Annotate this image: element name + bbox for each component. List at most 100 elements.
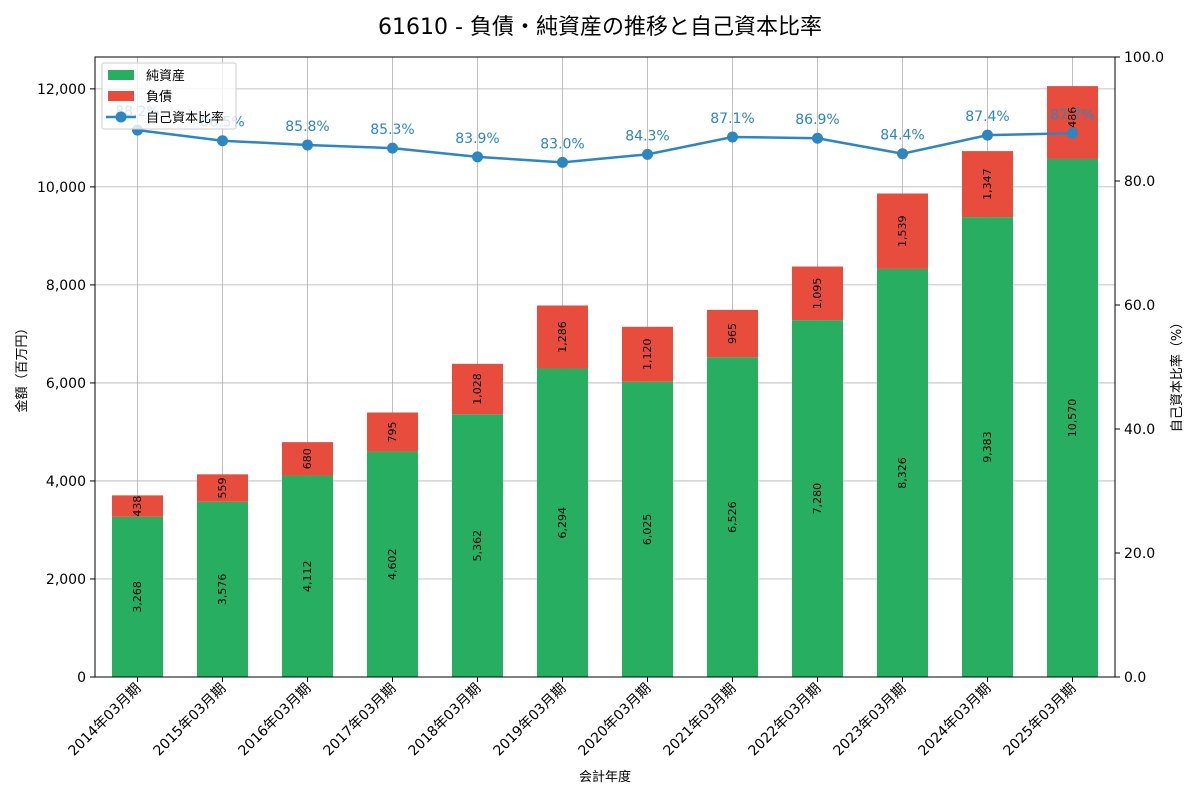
equity-ratio-label: 87.7% xyxy=(1050,107,1094,123)
y2-axis-label: 自己資本比率（%） xyxy=(1169,316,1185,432)
equity-ratio-point xyxy=(642,148,653,160)
bar-liabilities xyxy=(452,363,503,415)
equity-ratio-label: 85.3% xyxy=(370,122,414,138)
equity-ratio-label: 83.9% xyxy=(455,131,499,147)
bar-label-net-assets: 4,112 xyxy=(301,560,314,592)
bar-label-net-assets: 7,280 xyxy=(811,483,824,514)
bar-label-net-assets: 4,602 xyxy=(386,548,399,580)
bar-label-liabilities: 680 xyxy=(301,448,314,469)
bar-liabilities xyxy=(792,266,843,321)
x-tick-label: 2025年03月期 xyxy=(1001,681,1080,760)
bar-net-assets xyxy=(1047,158,1098,678)
bar-liabilities xyxy=(962,151,1013,218)
chart-title: 61610 - 負債・純資産の推移と自己資本比率 xyxy=(378,15,822,40)
bar-label-liabilities: 795 xyxy=(386,421,399,442)
x-tick-label: 2016年03月期 xyxy=(236,681,315,760)
equity-ratio-label: 87.1% xyxy=(710,111,754,127)
bar-net-assets xyxy=(962,217,1013,677)
equity-ratio-label: 84.4% xyxy=(880,128,924,144)
equity-ratio-line xyxy=(137,128,1073,164)
equity-ratio-label: 83.0% xyxy=(540,136,584,152)
bar-liabilities xyxy=(197,474,248,502)
y-tick-label: 2,000 xyxy=(46,572,86,588)
legend-swatch-net-assets xyxy=(108,70,134,80)
equity-ratio-point xyxy=(302,139,313,151)
y2-tick-label: 0.0 xyxy=(1124,670,1146,686)
y-tick-label: 10,000 xyxy=(37,180,86,196)
bar-label-net-assets: 3,576 xyxy=(216,574,229,606)
equity-ratio-label: 86.9% xyxy=(795,112,839,128)
equity-ratio-point xyxy=(217,135,228,147)
y2-tick-label: 40.0 xyxy=(1124,422,1155,438)
equity-ratio-label: 85.8% xyxy=(285,119,329,135)
y-tick-label: 6,000 xyxy=(46,376,86,392)
legend-swatch-liabilities xyxy=(108,91,134,101)
equity-ratio-label: 84.3% xyxy=(625,128,669,144)
bar-label-liabilities: 1,120 xyxy=(641,339,654,371)
equity-ratio-point xyxy=(557,156,568,168)
bar-label-net-assets: 6,526 xyxy=(726,501,739,533)
y2-tick-label: 60.0 xyxy=(1124,298,1155,314)
x-tick-label: 2014年03月期 xyxy=(66,681,145,760)
bar-layer xyxy=(112,86,1098,678)
legend-label-liabilities: 負債 xyxy=(146,90,172,105)
y-tick-label: 4,000 xyxy=(46,474,86,490)
bar-label-net-assets: 6,294 xyxy=(556,507,569,539)
bar-net-assets xyxy=(282,475,333,677)
bar-net-assets xyxy=(112,516,163,677)
bar-net-assets xyxy=(452,414,503,677)
bar-liabilities xyxy=(282,442,333,476)
bar-net-assets xyxy=(707,357,758,677)
bar-net-assets xyxy=(622,381,673,677)
y2-tick-label: 80.0 xyxy=(1124,174,1155,190)
bar-liabilities xyxy=(112,495,163,517)
bar-liabilities xyxy=(1047,86,1098,159)
bar-label-liabilities: 1,347 xyxy=(981,168,994,200)
y-tick-label: 8,000 xyxy=(46,278,86,294)
bar-net-assets xyxy=(792,320,843,677)
bar-net-assets xyxy=(367,451,418,677)
x-tick-label: 2018年03月期 xyxy=(406,681,485,760)
x-tick-label: 2017年03月期 xyxy=(321,681,400,760)
y2-tick-label: 20.0 xyxy=(1124,546,1155,562)
bar-label-liabilities: 1,539 xyxy=(896,215,909,247)
equity-ratio-point xyxy=(982,129,993,141)
legend-box xyxy=(101,62,237,130)
bar-label-net-assets: 3,268 xyxy=(131,581,144,613)
equity-ratio-point xyxy=(387,142,398,154)
bar-net-assets xyxy=(877,268,928,677)
x-tick-label: 2015年03月期 xyxy=(151,681,230,760)
y-axis-label: 金額（百万円） xyxy=(14,321,30,412)
y-tick-label: 12,000 xyxy=(37,82,86,98)
bar-liabilities xyxy=(877,193,928,269)
plot-frame xyxy=(94,56,1116,678)
bar-label-liabilities: 559 xyxy=(216,478,229,499)
bar-label-liabilities: 438 xyxy=(131,496,144,517)
x-tick-label: 2022年03月期 xyxy=(746,681,825,760)
x-axis-label: 会計年度 xyxy=(579,769,631,785)
legend-label-equity-ratio: 自己資本比率 xyxy=(146,110,224,126)
y-tick-label: 0 xyxy=(77,670,86,686)
equity-ratio-point xyxy=(472,151,483,163)
bar-label-net-assets: 5,362 xyxy=(471,530,484,562)
bar-net-assets xyxy=(197,501,248,677)
bar-label-liabilities: 1,095 xyxy=(811,278,824,310)
bar-label-liabilities: 965 xyxy=(726,323,739,344)
bar-liabilities xyxy=(707,309,758,358)
bar-liabilities xyxy=(537,305,588,369)
bar-label-net-assets: 6,025 xyxy=(641,514,654,546)
legend: 純資産 負債 自己資本比率 xyxy=(101,62,237,130)
bar-liabilities xyxy=(622,326,673,382)
bar-label-liabilities: 1,286 xyxy=(556,321,569,353)
bar-label-net-assets: 8,326 xyxy=(896,457,909,489)
bar-label-net-assets: 9,383 xyxy=(981,431,994,463)
legend-marker-equity-ratio xyxy=(115,111,127,123)
x-tick-label: 2024年03月期 xyxy=(916,681,995,760)
bar-label-liabilities: 1,028 xyxy=(471,373,484,405)
equity-ratio-point xyxy=(897,148,908,160)
x-tick-label: 2023年03月期 xyxy=(831,681,910,760)
x-tick-label: 2020年03月期 xyxy=(576,681,655,760)
x-tick-label: 2021年03月期 xyxy=(661,681,740,760)
line-layer: 88.2%86.5%85.8%85.3%83.9%83.0%84.3%87.1%… xyxy=(115,104,1095,168)
